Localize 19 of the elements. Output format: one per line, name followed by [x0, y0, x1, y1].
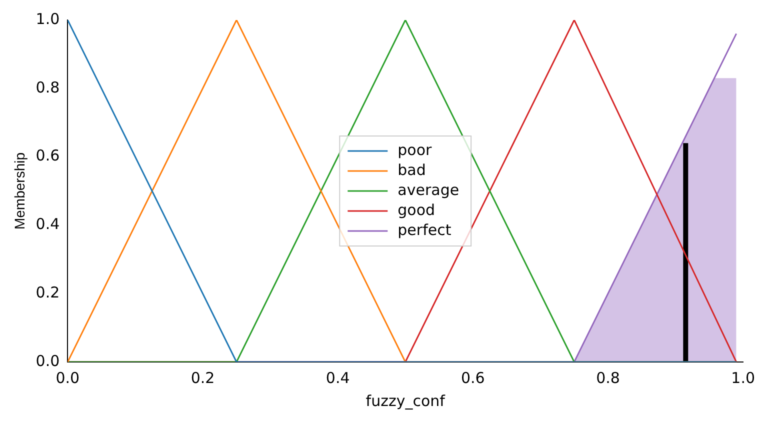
y-axis-title: Membership — [11, 152, 28, 230]
y-tick-label: 0.2 — [36, 283, 60, 302]
x-axis-title: fuzzy_conf — [366, 392, 446, 410]
y-tick-label: 0.6 — [36, 146, 60, 165]
x-tick-label: 0.6 — [460, 368, 485, 387]
x-tick-label: 0.2 — [190, 368, 215, 387]
y-tick-label: 0.0 — [36, 352, 60, 370]
legend-label: perfect — [398, 220, 452, 239]
x-tick-label: 0.0 — [56, 368, 80, 387]
y-tick-label: 1.0 — [36, 10, 60, 28]
x-tick-label: 0.4 — [326, 368, 350, 387]
x-tick-label: 0.8 — [596, 368, 620, 387]
legend-label: average — [398, 180, 460, 199]
x-tick-label: 1.0 — [731, 368, 755, 387]
legend-label: bad — [398, 160, 426, 179]
y-tick-label: 0.4 — [36, 215, 60, 234]
y-tick-label: 0.8 — [36, 78, 60, 96]
legend-label: good — [398, 200, 436, 219]
legend-label: poor — [398, 140, 433, 159]
